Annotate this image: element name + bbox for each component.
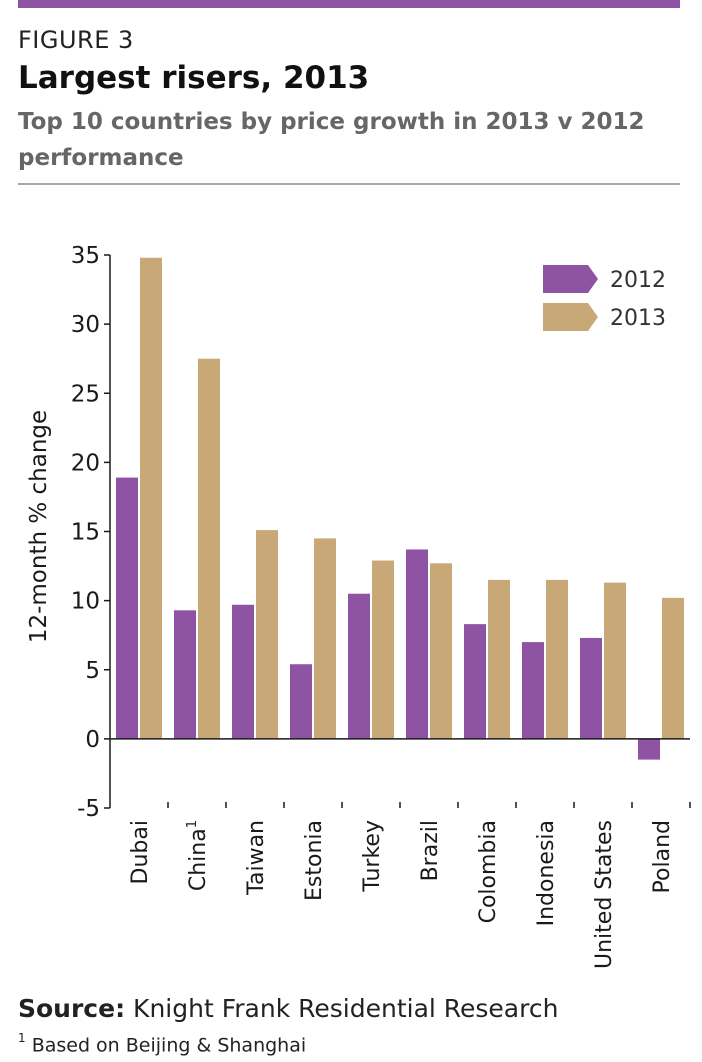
footnote-text: Based on Beijing & Shanghai xyxy=(31,1034,307,1057)
y-axis-title: 12-month % change xyxy=(26,410,52,643)
bar-chart: -5 0 5 10 15 20 25 30 35 12-month % change Dubai Ch… xyxy=(26,243,691,969)
source-label: Source: xyxy=(18,994,126,1023)
bar-2013-united-states xyxy=(604,582,626,739)
legend-label-2012: 2012 xyxy=(610,268,666,293)
figure-label: FIGURE 3 xyxy=(18,26,134,54)
category-superscript: 1 xyxy=(185,820,200,828)
category-label-poland: Poland xyxy=(650,820,675,893)
legend-label-2013: 2013 xyxy=(610,306,666,331)
bar-2013-indonesia xyxy=(546,579,568,739)
footnote-mark: 1 xyxy=(18,1031,26,1045)
chart-title: Largest risers, 2013 xyxy=(18,60,370,96)
category-label-colombia: Colombia xyxy=(476,820,501,923)
bar-2013-turkey xyxy=(372,560,394,739)
chart-subtitle: Top 10 countries by price growth in 2013… xyxy=(18,109,645,171)
y-tick-label: 5 xyxy=(85,658,100,684)
bar-2013-china xyxy=(198,358,220,739)
y-tick-label: 30 xyxy=(71,312,100,338)
header-divider xyxy=(18,183,680,185)
bar-2012-brazil xyxy=(406,549,428,739)
y-tick-label: 35 xyxy=(71,243,100,269)
bar-2012-turkey xyxy=(348,593,370,739)
bar-2012-taiwan xyxy=(232,604,254,739)
y-tick-label: 0 xyxy=(85,727,100,753)
y-tick-label: 25 xyxy=(71,381,100,407)
bar-2012-poland xyxy=(638,738,660,760)
bar-2012-dubai xyxy=(116,477,138,739)
bar-2012-estonia xyxy=(290,664,312,739)
bar-2013-dubai xyxy=(140,257,162,739)
category-label-dubai: Dubai xyxy=(128,820,153,884)
category-label-taiwan: Taiwan xyxy=(244,820,269,896)
category-label-china: China1 xyxy=(185,820,211,891)
bar-2012-united-states xyxy=(580,637,602,739)
y-tick-label: 10 xyxy=(71,589,100,615)
category-label-estonia: Estonia xyxy=(302,820,327,901)
category-label-united-states: United States xyxy=(592,820,617,969)
bar-2012-indonesia xyxy=(522,642,544,739)
y-tick-label: 15 xyxy=(71,520,100,546)
source-text: Knight Frank Residential Research xyxy=(133,994,559,1023)
y-tick-label: 20 xyxy=(71,450,100,476)
bar-2013-taiwan xyxy=(256,530,278,739)
category-label-indonesia: Indonesia xyxy=(534,820,559,926)
category-label-turkey: Turkey xyxy=(360,820,385,893)
bar-2012-china xyxy=(174,610,196,739)
legend-swatch-2012 xyxy=(543,265,598,293)
top-accent-bar xyxy=(18,0,680,8)
bar-2012-colombia xyxy=(464,624,486,739)
y-tick-label: -5 xyxy=(77,796,100,822)
footnote: 1 Based on Beijing & Shanghai xyxy=(18,1031,307,1057)
legend-swatch-2013 xyxy=(543,303,598,331)
category-label-brazil: Brazil xyxy=(418,820,443,881)
bar-2013-colombia xyxy=(488,579,510,739)
source-note: Source: Knight Frank Residential Researc… xyxy=(18,994,558,1023)
bar-2013-poland xyxy=(662,597,684,739)
bar-2013-brazil xyxy=(430,563,452,739)
bar-2013-estonia xyxy=(314,538,336,739)
